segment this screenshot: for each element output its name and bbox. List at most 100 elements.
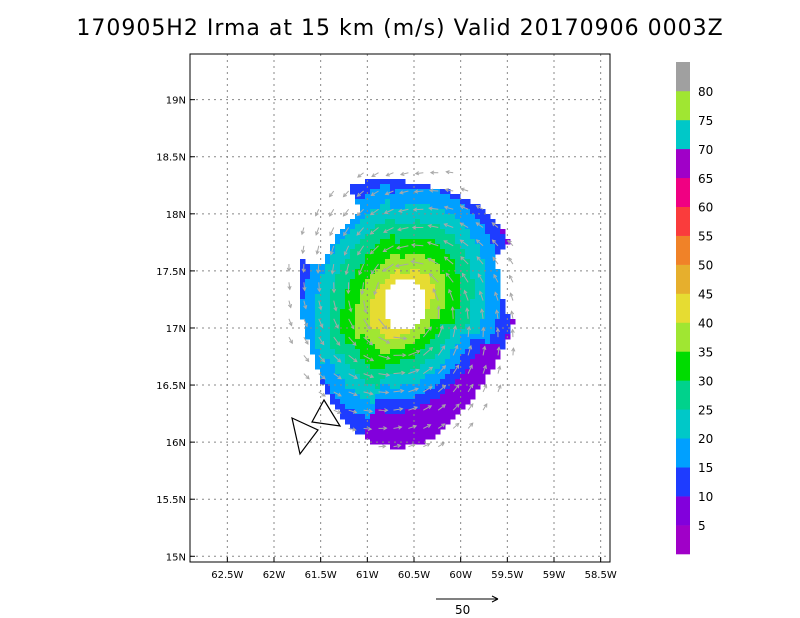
field-cell bbox=[420, 339, 426, 345]
field-cell bbox=[365, 264, 371, 270]
field-cell bbox=[405, 224, 411, 230]
field-cell bbox=[490, 354, 496, 360]
field-cell bbox=[475, 374, 481, 380]
field-cell bbox=[400, 444, 406, 450]
wind-vector-head bbox=[368, 341, 374, 346]
field-cell bbox=[490, 309, 496, 315]
field-cell bbox=[465, 319, 471, 325]
field-cell bbox=[440, 379, 446, 385]
field-cell bbox=[485, 324, 491, 330]
field-cell bbox=[385, 274, 391, 280]
wind-vector bbox=[303, 318, 308, 327]
field-cell bbox=[455, 244, 461, 250]
wind-vector-head bbox=[369, 230, 375, 235]
field-cell bbox=[365, 414, 371, 420]
field-cell bbox=[465, 369, 471, 375]
field-cell bbox=[400, 239, 406, 245]
field-cell bbox=[445, 344, 451, 350]
field-cell bbox=[350, 304, 356, 310]
wind-vector-head bbox=[329, 212, 333, 217]
field-cell bbox=[425, 364, 431, 370]
field-cell bbox=[475, 219, 481, 225]
wind-vector-head bbox=[300, 230, 305, 236]
field-cell bbox=[365, 404, 371, 410]
field-cell bbox=[380, 264, 386, 270]
field-cell bbox=[415, 334, 421, 340]
field-cell bbox=[390, 364, 396, 370]
wind-vector bbox=[437, 365, 446, 374]
field-cell bbox=[375, 419, 381, 425]
field-cell bbox=[405, 269, 411, 275]
reference-vector-label: 50 bbox=[455, 603, 470, 617]
field-cell bbox=[365, 344, 371, 350]
field-cell bbox=[380, 384, 386, 390]
field-cell bbox=[355, 259, 361, 265]
field-cell bbox=[470, 224, 476, 230]
field-cell bbox=[450, 224, 456, 230]
wind-vector-head bbox=[337, 375, 342, 380]
field-cell bbox=[380, 339, 386, 345]
wind-vector bbox=[378, 373, 390, 376]
field-cell bbox=[425, 244, 431, 250]
field-cell bbox=[425, 379, 431, 385]
field-cell bbox=[490, 329, 496, 335]
field-cell bbox=[460, 359, 466, 365]
field-cell bbox=[455, 219, 461, 225]
field-cell bbox=[335, 289, 341, 295]
field-cell bbox=[470, 239, 476, 245]
field-cell bbox=[470, 204, 476, 210]
wind-vector bbox=[467, 365, 473, 374]
field-cell bbox=[340, 339, 346, 345]
field-cell bbox=[360, 249, 366, 255]
field-cell bbox=[415, 434, 421, 440]
field-cell bbox=[480, 379, 486, 385]
field-cell bbox=[400, 184, 406, 190]
field-cell bbox=[300, 294, 306, 300]
wind-vector-head bbox=[287, 304, 293, 309]
wind-vector bbox=[444, 206, 454, 210]
field-cell bbox=[430, 319, 436, 325]
field-cell bbox=[410, 364, 416, 370]
wind-vector bbox=[393, 390, 404, 393]
field-cell bbox=[390, 424, 396, 430]
field-cell bbox=[500, 329, 506, 335]
wind-vector-head bbox=[412, 424, 418, 429]
field-cell bbox=[360, 259, 366, 265]
field-cell bbox=[470, 314, 476, 320]
field-cell bbox=[390, 384, 396, 390]
field-cell bbox=[420, 379, 426, 385]
wind-vector bbox=[371, 190, 379, 196]
field-cell bbox=[400, 394, 406, 400]
field-cell bbox=[350, 299, 356, 305]
field-cell bbox=[370, 179, 376, 185]
wind-vector-head bbox=[344, 270, 349, 276]
field-cell bbox=[455, 304, 461, 310]
field-cell bbox=[460, 259, 466, 265]
field-cell bbox=[415, 364, 421, 370]
field-cell bbox=[350, 264, 356, 270]
field-cell bbox=[470, 219, 476, 225]
field-cell bbox=[420, 229, 426, 235]
field-cell bbox=[400, 199, 406, 205]
field-cell bbox=[450, 204, 456, 210]
field-cell bbox=[380, 414, 386, 420]
field-cell bbox=[500, 319, 506, 325]
field-cell bbox=[370, 344, 376, 350]
field-cell bbox=[460, 394, 466, 400]
wind-vector bbox=[437, 345, 446, 356]
field-cell bbox=[410, 244, 416, 250]
field-cell bbox=[350, 309, 356, 315]
wind-vector-head bbox=[288, 321, 293, 327]
field-cell bbox=[340, 404, 346, 410]
field-cell bbox=[325, 374, 331, 380]
field-cell bbox=[425, 224, 431, 230]
wind-vector bbox=[356, 208, 364, 216]
wind-vector bbox=[303, 355, 310, 362]
field-cell bbox=[465, 254, 471, 260]
field-cell bbox=[405, 194, 411, 200]
field-cell bbox=[430, 394, 436, 400]
field-cell bbox=[455, 249, 461, 255]
field-cell bbox=[435, 219, 441, 225]
field-cell bbox=[495, 349, 501, 355]
field-cell bbox=[440, 409, 446, 415]
